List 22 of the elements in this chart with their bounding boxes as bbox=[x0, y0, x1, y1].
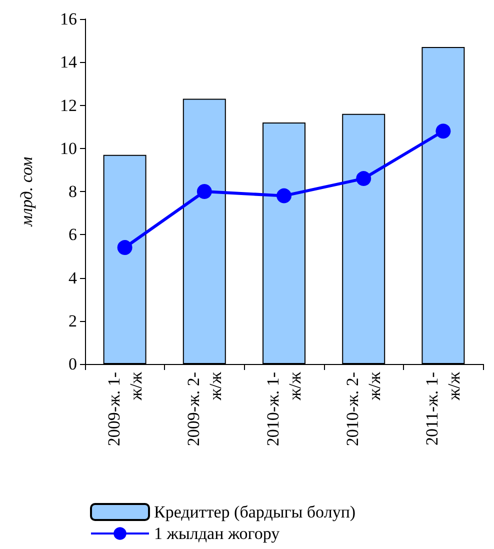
x-tick-label: 2011-ж. 1- ж/ж bbox=[422, 372, 464, 446]
point bbox=[356, 171, 372, 186]
y-axis-title: млрд. сом bbox=[17, 156, 36, 228]
legend-label: 1 жылдан жогору bbox=[154, 524, 280, 543]
y-tick-label: 10 bbox=[60, 138, 77, 158]
x-tick-label: 2009-ж. 2- ж/ж bbox=[184, 372, 225, 446]
point bbox=[196, 184, 212, 199]
x-tick-label: 2009-ж. 1- ж/ж bbox=[104, 372, 146, 446]
point bbox=[117, 240, 132, 256]
y-tick-label: 8 bbox=[68, 182, 77, 201]
legend-label: Кредиттер (бардыгы болуп) bbox=[154, 502, 356, 522]
y-tick-label: 16 bbox=[60, 10, 77, 28]
y-tick-label: 12 bbox=[60, 96, 77, 115]
y-tick-label: 2 bbox=[68, 311, 77, 330]
y-tick-label: 4 bbox=[68, 268, 78, 288]
x-tick-label: 2010-ж. 1- ж/ж bbox=[264, 372, 304, 446]
y-tick-label: 14 bbox=[60, 52, 78, 72]
point bbox=[276, 188, 292, 204]
y-tick-label: 6 bbox=[68, 225, 77, 244]
y-tick-label: 0 bbox=[68, 354, 77, 374]
x-tick-label: 2010-ж. 2- ж/ж bbox=[343, 372, 384, 446]
point bbox=[436, 124, 451, 139]
